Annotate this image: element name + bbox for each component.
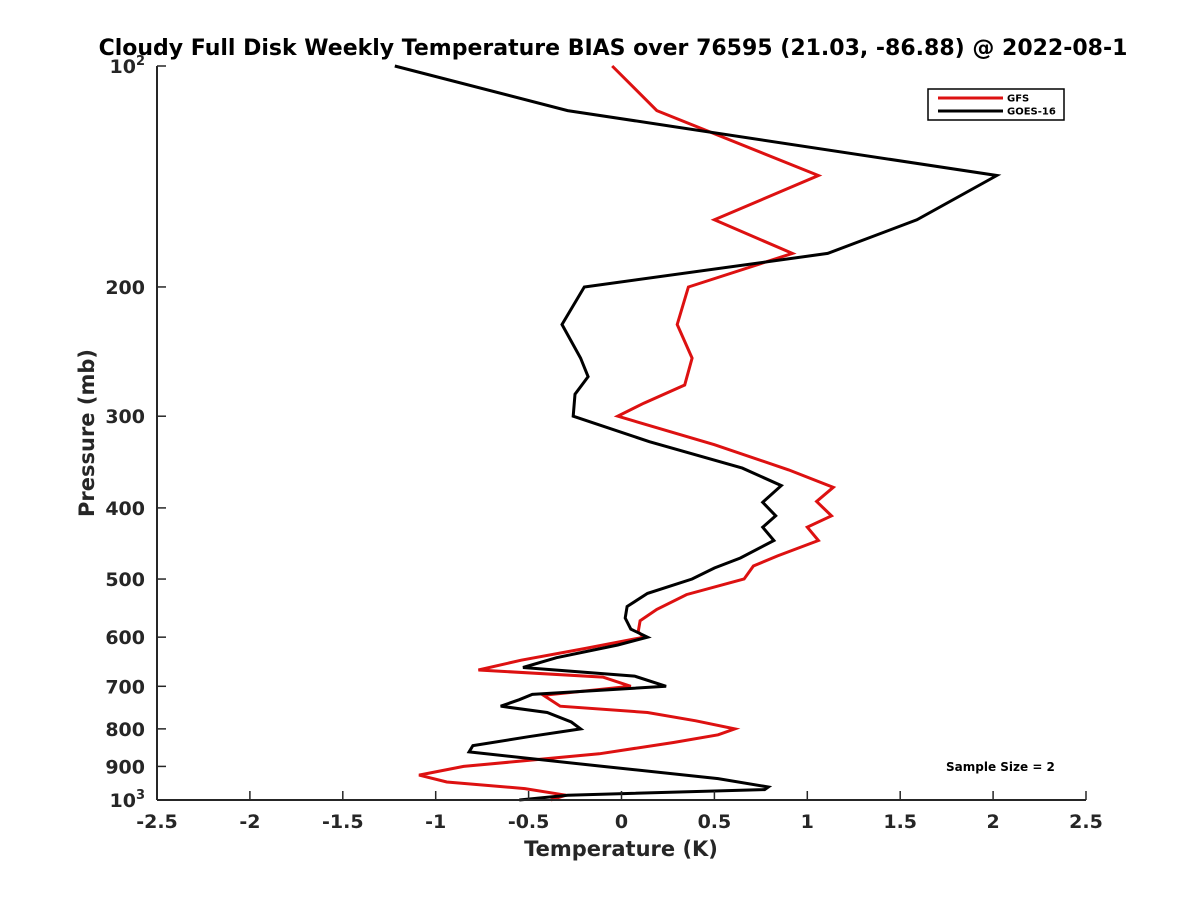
y-tick-label: 600 bbox=[105, 627, 145, 649]
y-tick-label: 700 bbox=[105, 676, 145, 698]
y-tick-label: 500 bbox=[105, 569, 145, 591]
y-tick-label: 400 bbox=[105, 498, 145, 520]
series-lines bbox=[394, 64, 1002, 802]
y-axis-ticks: 102 200 300 400 500 600 700 800 900 103 bbox=[105, 54, 166, 812]
x-tick-label: 1 bbox=[801, 811, 814, 833]
series-line-gfs bbox=[418, 64, 837, 802]
series-line-goes16 bbox=[394, 64, 1002, 802]
y-tick-label: 200 bbox=[105, 277, 145, 299]
y-tick-label: 800 bbox=[105, 719, 145, 741]
y-tick-label: 900 bbox=[105, 756, 145, 778]
x-axis-ticks: -2.5 -2 -1.5 -1 -0.5 0 0.5 1 1.5 2 2.5 bbox=[136, 791, 1103, 833]
legend: GFS GOES-16 bbox=[927, 88, 1065, 121]
x-tick-label: -1.5 bbox=[322, 811, 364, 833]
x-tick-label: 0.5 bbox=[698, 811, 732, 833]
x-tick-label: -2 bbox=[239, 811, 260, 833]
y-axis-label: Pressure (mb) bbox=[75, 349, 99, 517]
legend-box bbox=[927, 88, 1065, 121]
x-tick-label: 0 bbox=[615, 811, 628, 833]
y-tick-label: 300 bbox=[105, 406, 145, 428]
x-tick-label: 2.5 bbox=[1069, 811, 1103, 833]
x-axis-label: Temperature (K) bbox=[524, 837, 718, 861]
sample-size-annotation: Sample Size = 2 bbox=[946, 760, 1055, 774]
x-tick-label: 2 bbox=[986, 811, 999, 833]
x-tick-label: 1.5 bbox=[883, 811, 917, 833]
y-tick-label: 103 bbox=[110, 788, 146, 812]
x-tick-label: -2.5 bbox=[136, 811, 178, 833]
legend-label-gfs: GFS bbox=[1007, 94, 1029, 105]
x-tick-label: -1 bbox=[425, 811, 446, 833]
legend-label-goes16: GOES-16 bbox=[1007, 107, 1056, 118]
chart-title: Cloudy Full Disk Weekly Temperature BIAS… bbox=[99, 36, 1128, 61]
x-tick-label: -0.5 bbox=[508, 811, 550, 833]
y-tick-label: 102 bbox=[110, 54, 146, 78]
